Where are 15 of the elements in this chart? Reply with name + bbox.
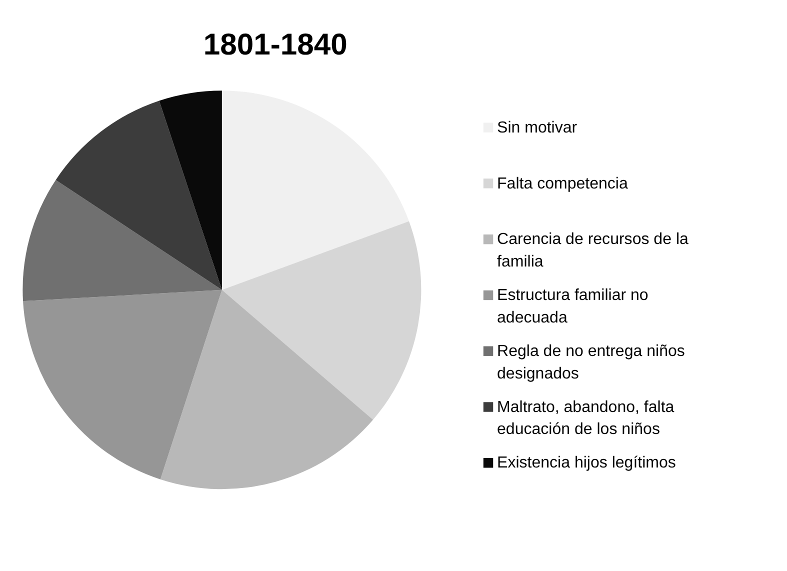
pie-slice: [159, 90, 222, 290]
legend-label: Falta competencia: [497, 174, 628, 192]
pie-slice: [56, 100, 222, 290]
legend-label: Sin motivar: [497, 118, 578, 136]
legend-label: Estructura familiar no adecuada: [497, 286, 648, 326]
pie-slice: [23, 290, 222, 480]
pie-slice: [23, 180, 222, 302]
legend-label: Carencia de recursos de la familia: [497, 230, 689, 271]
legend-label: Existencia hijos legítimos: [497, 454, 676, 472]
pie-slice: [222, 221, 422, 420]
legend-label: Regla de no entrega niños designados: [497, 342, 685, 382]
pie-slice: [160, 290, 374, 489]
chart-title: 1801-1840: [203, 28, 348, 62]
pie-slice: [222, 90, 409, 290]
legend-label: Maltrato, abandono, falta educación de los niños: [497, 398, 674, 438]
